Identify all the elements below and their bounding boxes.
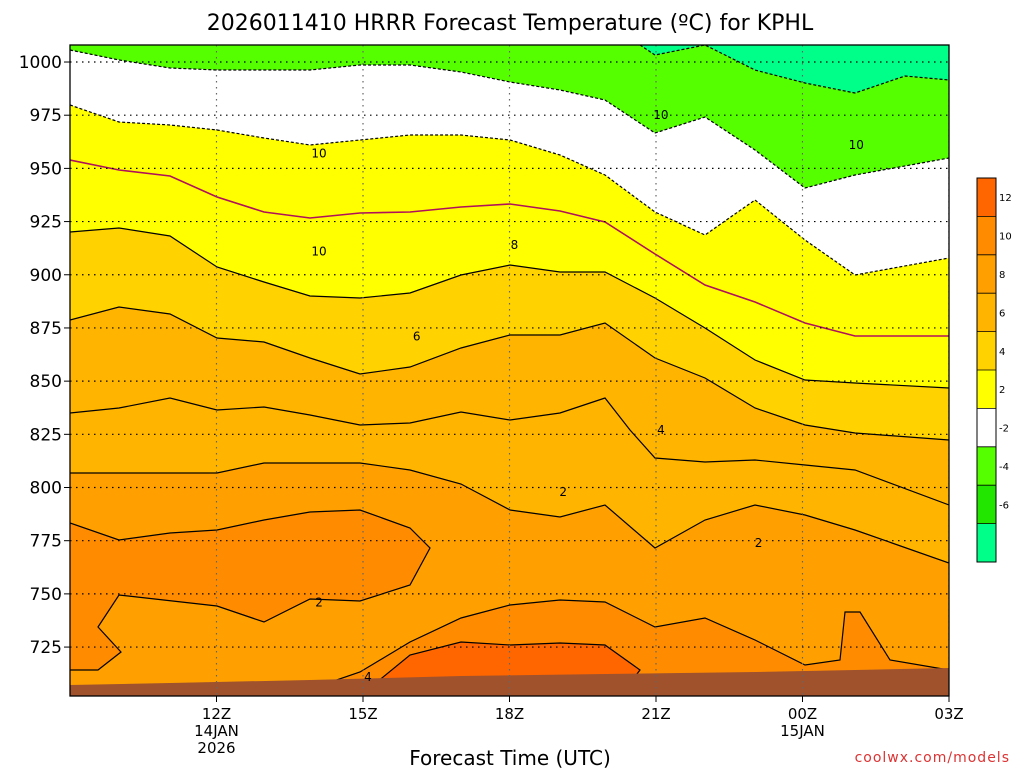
credit-text: coolwx.com/models (855, 750, 1010, 766)
contour-label: 10 (849, 138, 864, 152)
band-below-minus4 (640, 45, 949, 93)
y-tick-label: 775 (30, 532, 62, 552)
colorbar-swatch (977, 485, 996, 525)
isotherm-10-upper (70, 509, 431, 671)
isotherm-4 (70, 306, 949, 441)
colorbar-legend: 12 10 8 6 4 2 -2 -4 -6 (976, 177, 1012, 563)
x-tick-label: 15JAN (780, 722, 825, 740)
colorbar-swatch (977, 254, 996, 294)
y-tick-label: 975 (30, 106, 62, 126)
colorbar-label: 4 (999, 347, 1005, 358)
colorbar-label: -2 (999, 424, 1009, 435)
x-tick-label: 21Z (641, 705, 670, 723)
x-tick-label: 2026 (197, 739, 235, 757)
x-tick-label: 03Z (934, 705, 963, 723)
isotherm-8 (70, 462, 949, 564)
contour-label: 10 (311, 244, 326, 258)
colorbar-label: 10 (999, 232, 1012, 243)
y-tick-label: 1000 (19, 53, 62, 73)
colorbar-label: 6 (999, 308, 1005, 319)
band-minus4-minus2 (70, 45, 949, 188)
x-axis-label: Forecast Time (UTC) (409, 746, 611, 768)
isotherm-10-lower (289, 599, 949, 696)
colorbar-swatch (977, 216, 996, 256)
colorbar-swatch (977, 331, 996, 371)
isotherm-12 (359, 641, 641, 696)
colorbar-swatch (977, 446, 996, 486)
zero-isotherm (70, 159, 949, 337)
isotherm-lines (70, 45, 949, 696)
gridlines (70, 45, 949, 696)
y-tick-label: 750 (30, 585, 62, 605)
colorbar-label: -6 (999, 500, 1009, 511)
colorbar-swatch (977, 408, 996, 448)
y-tick-label: 875 (30, 319, 62, 339)
y-tick-label: 850 (30, 372, 62, 392)
colorbar-label: 2 (999, 385, 1005, 396)
contour-label: 10 (311, 147, 326, 161)
contour-label: 6 (413, 329, 421, 343)
y-tick-label: 825 (30, 425, 62, 445)
plot-area (70, 45, 949, 696)
x-tick-label: 00Z (788, 705, 817, 723)
colorbar-label: 8 (999, 270, 1005, 281)
colorbar-label: 12 (999, 193, 1012, 204)
colorbar-swatch (977, 370, 996, 409)
contour-label: 2 (755, 536, 763, 550)
contour-label: 4 (364, 670, 372, 684)
y-tick-label: 725 (30, 638, 62, 658)
isotherm-minus6 (639, 45, 949, 94)
colorbar-swatch (977, 523, 996, 563)
contour-labels: 4 2 2 2 4 6 10 8 10 10 10 (311, 108, 864, 684)
x-tick-label: 18Z (495, 705, 524, 723)
y-tick-label: 900 (30, 266, 62, 286)
colorbar-label: -4 (999, 462, 1009, 473)
contour-label: 2 (559, 485, 567, 499)
band-10-12-upper (70, 510, 430, 670)
colorbar-swatch (977, 293, 996, 333)
x-tick-label: 12Z (202, 705, 231, 723)
y-tick-label: 800 (30, 479, 62, 499)
isotherm-minus2 (70, 104, 949, 276)
x-tick-label: 15Z (348, 705, 377, 723)
isotherm-6 (70, 397, 949, 506)
y-tick-label: 950 (30, 159, 62, 179)
chart-title: 2026011410 HRRR Forecast Temperature (ºC… (207, 11, 814, 36)
contour-label: 10 (653, 108, 668, 122)
x-tick-label: 14JAN (194, 722, 239, 740)
y-axis: 725 750 775 800 825 850 875 900 925 950 975 1000 (19, 53, 70, 658)
y-tick-label: 925 (30, 213, 62, 233)
contour-label: 2 (315, 595, 323, 609)
contour-label: 8 (511, 238, 519, 252)
isotherm-2 (70, 227, 949, 389)
contour-label: 4 (657, 423, 665, 437)
isotherm-minus4 (70, 49, 949, 189)
colorbar-swatch (977, 178, 996, 217)
